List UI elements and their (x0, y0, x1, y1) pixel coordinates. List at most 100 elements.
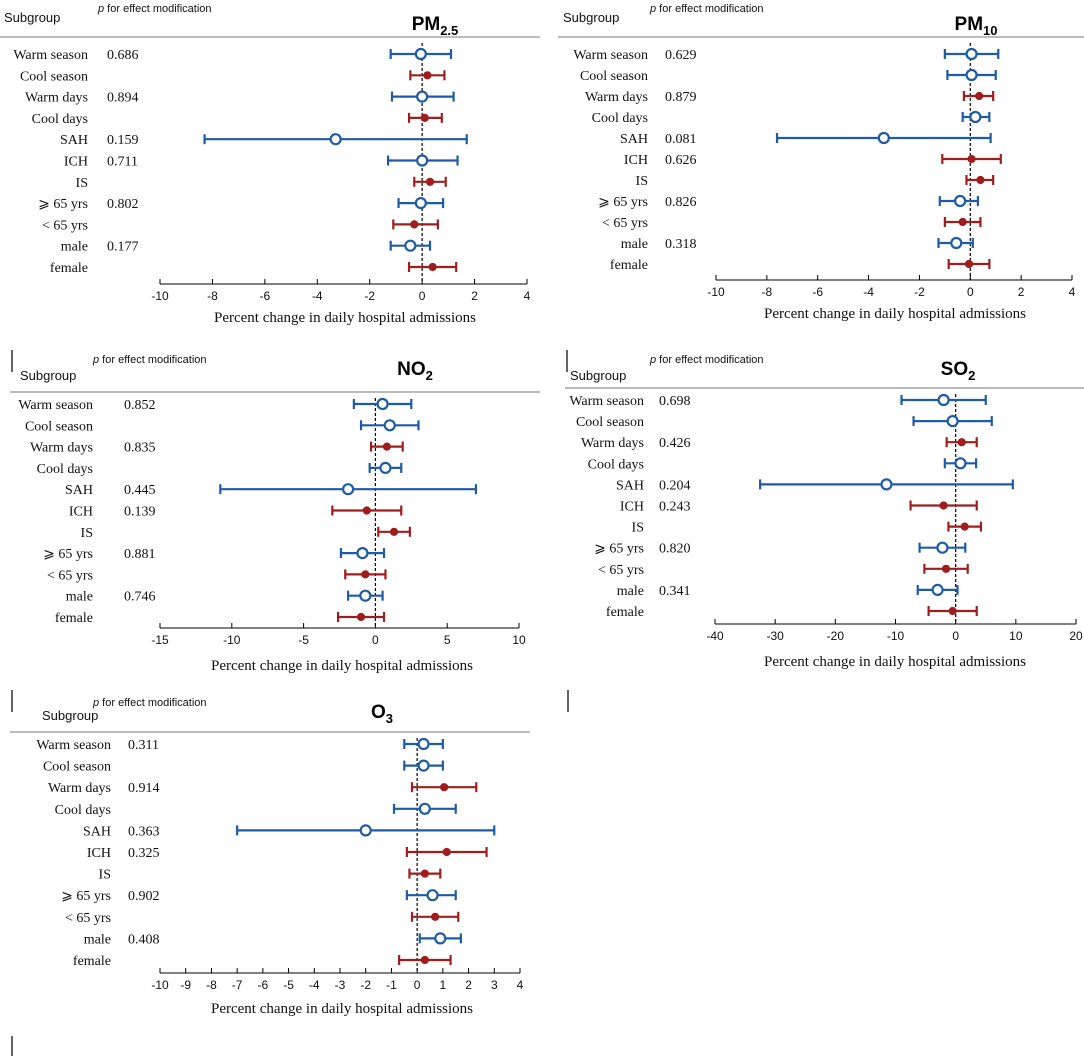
point-estimate-filled (440, 783, 449, 792)
row-p-value: 0.852 (124, 398, 156, 413)
row-label: IS (99, 868, 111, 883)
row-label: < 65 yrs (65, 911, 111, 926)
panel-title-main: PM (412, 14, 441, 35)
row-label: < 65 yrs (598, 563, 644, 578)
point-estimate-open (414, 47, 427, 61)
row-label: Cool days (32, 112, 88, 127)
row-label: ⩾ 65 yrs (61, 889, 111, 904)
x-tick-label: 20 (1069, 629, 1083, 643)
point-estimate-open (950, 236, 963, 250)
p-header-rest: for effect modification (656, 354, 763, 366)
x-tick-label: 0 (372, 633, 379, 647)
x-tick-label: 0 (414, 978, 421, 992)
x-tick-label: 2 (471, 289, 478, 303)
row-label: ⩾ 65 yrs (38, 197, 88, 212)
row-label: Warm season (573, 48, 648, 63)
point-estimate-open (359, 589, 372, 602)
point-estimate-filled (361, 570, 370, 579)
p-header-rest: for effect modification (104, 3, 211, 15)
row-label: IS (636, 174, 648, 189)
point-estimate-open (416, 90, 429, 103)
row-p-value: 0.894 (107, 91, 139, 106)
x-axis-label: Percent change in daily hospital admissi… (764, 654, 1026, 670)
point-estimate-filled (960, 522, 969, 531)
x-tick-label: 0 (967, 285, 974, 299)
point-estimate-filled (957, 438, 966, 447)
point-estimate-filled (442, 847, 451, 857)
row-p-value: 0.363 (128, 824, 160, 839)
row-label: Warm days (581, 436, 644, 451)
x-tick-label: -5 (283, 978, 294, 992)
row-p-value: 0.835 (124, 441, 156, 456)
row-label: IS (632, 521, 644, 536)
row-label: female (50, 261, 88, 276)
row-label: ICH (87, 846, 111, 861)
x-tick-label: 4 (517, 978, 524, 992)
row-label: Warm days (30, 441, 93, 456)
row-p-value: 0.629 (665, 48, 697, 63)
row-label: Cool days (55, 803, 111, 818)
row-label: Cool days (592, 111, 648, 126)
point-estimate-open (954, 194, 967, 208)
x-tick-label: -2 (360, 978, 371, 992)
row-p-value: 0.914 (128, 781, 160, 796)
row-p-value: 0.318 (665, 237, 697, 252)
row-label: ICH (624, 153, 648, 168)
point-estimate-open (414, 197, 427, 210)
x-tick-label: 10 (512, 633, 526, 647)
x-tick-label: 4 (1069, 285, 1076, 299)
point-estimate-open (946, 415, 959, 428)
point-estimate-open (342, 483, 355, 496)
row-label: female (606, 605, 644, 620)
row-label: ⩾ 65 yrs (594, 542, 644, 557)
row-label: IS (76, 176, 88, 191)
x-tick-label: -30 (766, 629, 784, 643)
row-label: male (621, 237, 648, 252)
p-header: p for effect modification (649, 3, 764, 15)
row-label: ICH (69, 505, 93, 520)
p-header-rest: for effect modification (656, 3, 763, 15)
panel-title: PM10 (955, 14, 998, 38)
x-tick-label: -5 (298, 633, 309, 647)
x-tick-label: -10 (887, 629, 905, 643)
point-estimate-filled (410, 220, 419, 229)
point-estimate-filled (948, 606, 957, 616)
x-tick-label: -6 (258, 978, 269, 992)
row-p-value: 0.139 (124, 505, 156, 520)
x-tick-label: -2 (914, 285, 925, 299)
point-estimate-open (417, 759, 430, 772)
point-estimate-open (931, 583, 944, 597)
x-tick-label: -6 (812, 285, 823, 299)
point-estimate-open (359, 824, 372, 837)
x-tick-label: 3 (491, 978, 498, 992)
panel-title-subscript: 3 (386, 711, 393, 726)
row-p-value: 0.746 (124, 590, 156, 605)
x-tick-label: -8 (762, 285, 773, 299)
point-estimate-open (383, 419, 396, 432)
x-tick-label: -10 (151, 978, 169, 992)
forest-panel-1: Subgroup p for effect modification PM2.5 -1… (0, 3, 540, 326)
row-label: Cool season (43, 760, 111, 775)
row-p-value: 0.408 (128, 932, 160, 947)
x-axis-label: Percent change in daily hospital admissi… (211, 658, 473, 674)
point-estimate-open (434, 932, 447, 945)
point-estimate-open (376, 397, 389, 411)
forest-panel-3: Subgroup p for effect modification NO2 -15 -… (10, 350, 540, 674)
x-tick-label: 10 (1009, 629, 1023, 643)
row-label: Cool season (25, 419, 93, 434)
x-tick-label: -15 (151, 633, 169, 647)
point-estimate-open (418, 802, 431, 815)
point-estimate-filled (425, 177, 435, 186)
point-estimate-filled (420, 113, 429, 123)
x-tick-label: -1 (386, 978, 397, 992)
row-label: Cool season (580, 69, 648, 84)
point-estimate-open (329, 133, 342, 146)
point-estimate-filled (967, 154, 976, 164)
point-estimate-open (379, 461, 392, 474)
x-tick-label: 4 (524, 289, 531, 303)
point-estimate-filled (975, 91, 984, 101)
row-p-value: 0.686 (107, 48, 139, 63)
row-p-value: 0.081 (665, 132, 697, 147)
x-axis-label: Percent change in daily hospital admissi… (211, 1001, 473, 1017)
